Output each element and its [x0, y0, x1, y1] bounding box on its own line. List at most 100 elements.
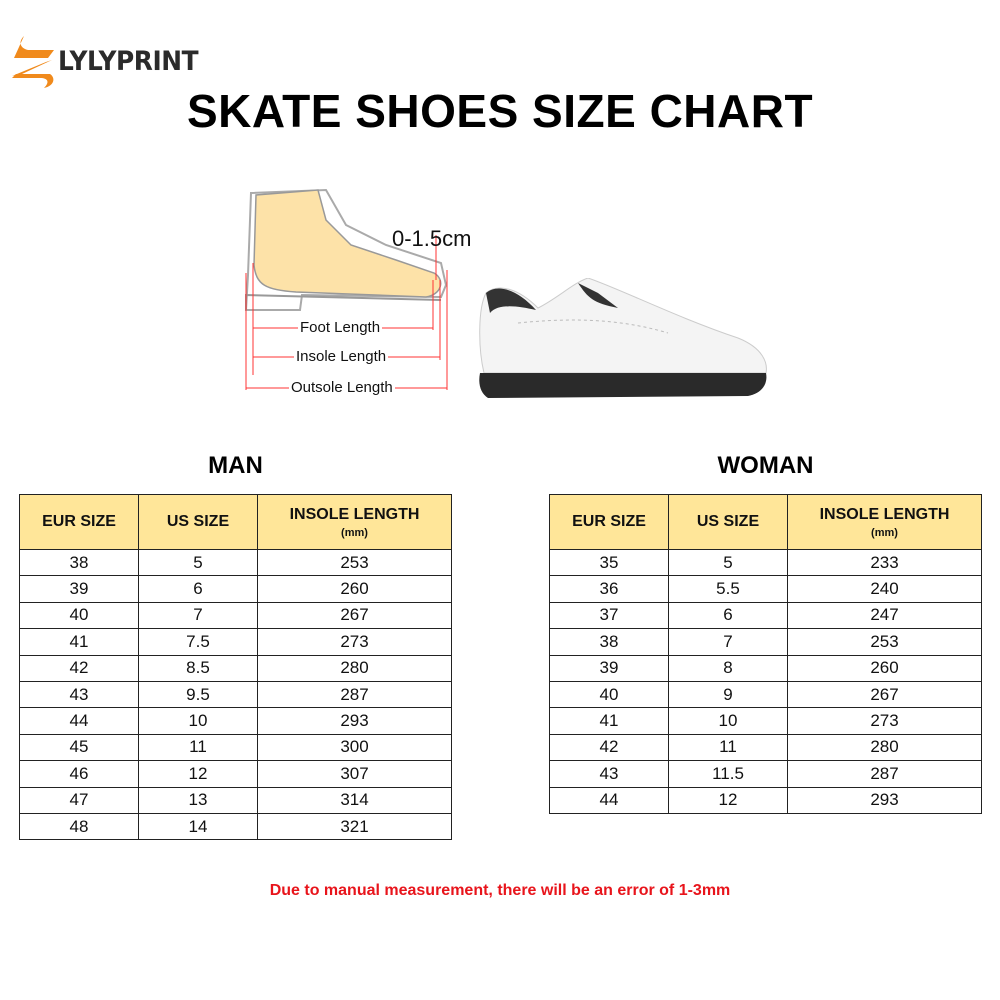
foot-diagram	[244, 188, 448, 390]
insole-length-header: INSOLE LENGTH (mm)	[257, 494, 452, 550]
page-title: SKATE SHOES SIZE CHART	[186, 85, 814, 137]
insole-length-cell: 260	[257, 575, 452, 603]
insole-length-cell: 321	[257, 812, 452, 841]
us-size-cell: 9.5	[138, 680, 258, 709]
insole-length-cell: 247	[787, 601, 982, 630]
woman-size-table: EUR SIZE US SIZE INSOLE LENGTH (mm) 35 5 23…	[549, 494, 982, 814]
insole-length-header-label: INSOLE LENGTH	[289, 505, 420, 523]
insole-length-cell: 287	[787, 760, 982, 788]
table-row: 41 10 273	[549, 707, 982, 735]
table-row: 46 12 307	[19, 760, 452, 788]
us-size-cell: 6	[138, 575, 258, 603]
table-row: 44 12 293	[549, 786, 982, 814]
insole-length-cell: 280	[787, 733, 982, 762]
us-size-cell: 14	[138, 812, 258, 841]
eur-size-cell: 39	[549, 654, 669, 682]
eur-size-cell: 35	[549, 548, 669, 577]
us-size-cell: 5.5	[668, 575, 788, 603]
table-row: 45 11 300	[19, 733, 452, 762]
eur-size-cell: 37	[549, 601, 669, 630]
insole-length-label: Insole Length	[294, 348, 389, 365]
table-row: 38 5 253	[19, 548, 452, 577]
insole-length-cell: 253	[257, 548, 452, 577]
unit-label: (mm)	[871, 526, 898, 539]
eur-size-cell: 48	[19, 812, 139, 841]
insole-length-cell: 273	[787, 707, 982, 735]
us-size-cell: 12	[138, 760, 258, 788]
us-size-cell: 12	[668, 786, 788, 814]
us-size-cell: 11	[138, 733, 258, 762]
insole-length-cell: 260	[787, 654, 982, 682]
table-row: 48 14 321	[19, 812, 452, 841]
woman-section-title: WOMAN	[717, 452, 814, 479]
insole-length-cell: 267	[787, 680, 982, 709]
table-row: 42 8.5 280	[19, 654, 452, 682]
man-size-table: EUR SIZE US SIZE INSOLE LENGTH (mm) 38 5 25…	[19, 494, 452, 841]
table-row: 35 5 233	[549, 548, 982, 577]
eur-size-cell: 45	[19, 733, 139, 762]
us-size-cell: 7	[668, 628, 788, 656]
brand-name: LYLYPRINT	[58, 45, 199, 77]
table-row: 41 7.5 273	[19, 628, 452, 656]
measurement-note: Due to manual measurement, there will be…	[269, 882, 731, 899]
table-row: 38 7 253	[549, 628, 982, 656]
us-size-cell: 11	[668, 733, 788, 762]
table-row: 39 6 260	[19, 575, 452, 603]
table-row: 36 5.5 240	[549, 575, 982, 603]
us-size-header: US SIZE	[668, 494, 788, 550]
insole-length-cell: 280	[257, 654, 452, 682]
insole-length-cell: 314	[257, 786, 452, 814]
eur-size-cell: 46	[19, 760, 139, 788]
eur-size-header: EUR SIZE	[19, 494, 139, 550]
eur-size-cell: 43	[549, 760, 669, 788]
eur-size-cell: 44	[19, 707, 139, 735]
table-row: 44 10 293	[19, 707, 452, 735]
us-size-cell: 5	[138, 548, 258, 577]
us-size-cell: 10	[138, 707, 258, 735]
eur-size-cell: 41	[19, 628, 139, 656]
table-row: 43 9.5 287	[19, 680, 452, 709]
us-size-cell: 13	[138, 786, 258, 814]
us-size-cell: 11.5	[668, 760, 788, 788]
eur-size-cell: 44	[549, 786, 669, 814]
us-size-cell: 5	[668, 548, 788, 577]
eur-size-cell: 38	[19, 548, 139, 577]
table-row: 39 8 260	[549, 654, 982, 682]
us-size-cell: 7	[138, 601, 258, 630]
skate-shoe-image	[479, 278, 767, 398]
us-size-header: US SIZE	[138, 494, 258, 550]
eur-size-cell: 40	[549, 680, 669, 709]
eur-size-cell: 38	[549, 628, 669, 656]
table-row: 40 7 267	[19, 601, 452, 630]
brand-logo: LYLYPRINT	[10, 34, 210, 88]
insole-length-cell: 273	[257, 628, 452, 656]
table-row: 40 9 267	[549, 680, 982, 709]
insole-length-cell: 267	[257, 601, 452, 630]
insole-length-header-label: INSOLE LENGTH	[819, 505, 950, 523]
eur-size-cell: 47	[19, 786, 139, 814]
man-section-title: MAN	[208, 452, 263, 479]
logo-mark-icon	[12, 36, 54, 88]
insole-length-cell: 240	[787, 575, 982, 603]
us-size-cell: 6	[668, 601, 788, 630]
insole-length-cell: 293	[787, 786, 982, 814]
eur-size-cell: 39	[19, 575, 139, 603]
eur-size-header: EUR SIZE	[549, 494, 669, 550]
insole-length-cell: 253	[787, 628, 982, 656]
us-size-cell: 9	[668, 680, 788, 709]
us-size-cell: 8.5	[138, 654, 258, 682]
insole-length-cell: 293	[257, 707, 452, 735]
table-row: 43 11.5 287	[549, 760, 982, 788]
eur-size-cell: 43	[19, 680, 139, 709]
eur-size-cell: 42	[19, 654, 139, 682]
insole-length-cell: 300	[257, 733, 452, 762]
table-row: 42 11 280	[549, 733, 982, 762]
insole-length-cell: 287	[257, 680, 452, 709]
us-size-cell: 10	[668, 707, 788, 735]
table-row: 47 13 314	[19, 786, 452, 814]
table-row: 37 6 247	[549, 601, 982, 630]
foot-length-label: Foot Length	[298, 319, 383, 336]
eur-size-cell: 42	[549, 733, 669, 762]
toe-gap-label: 0-1.5cm	[392, 226, 472, 251]
